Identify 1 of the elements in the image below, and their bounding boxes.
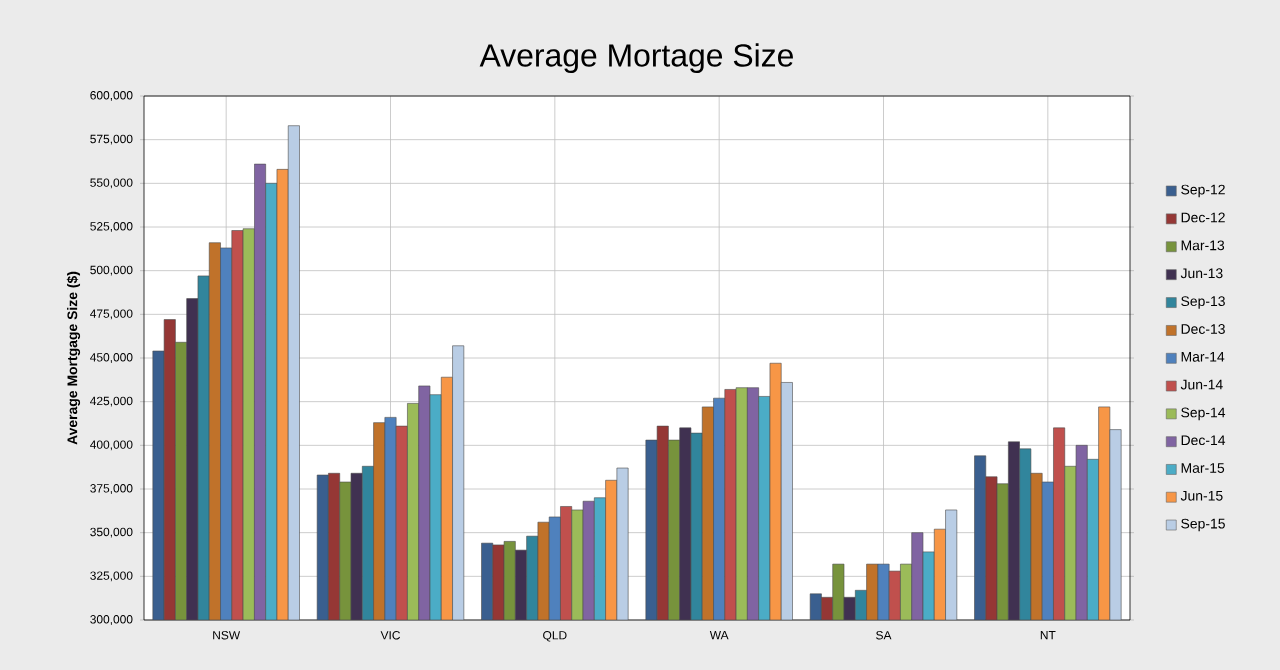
chart-title: Average Mortage Size	[479, 43, 793, 74]
